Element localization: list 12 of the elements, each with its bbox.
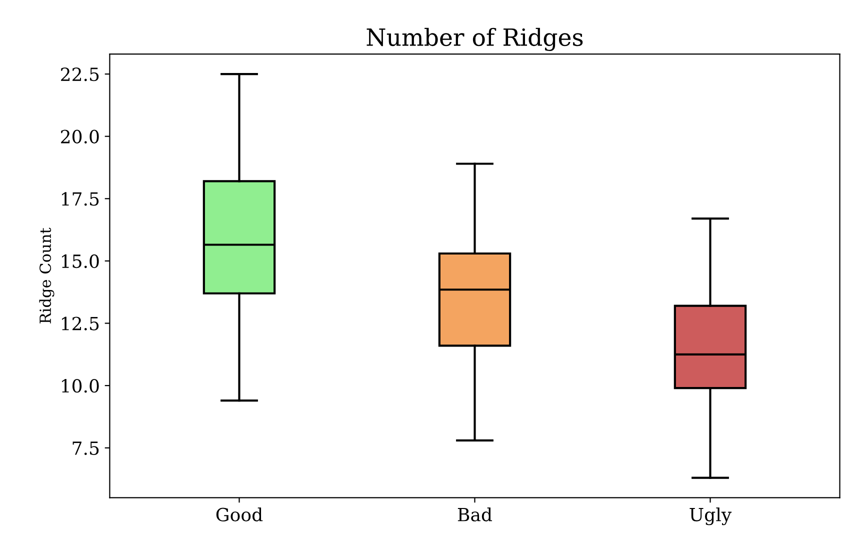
y-axis-title: Ridge Count xyxy=(39,228,54,324)
y-tick-label: 20.0 xyxy=(61,130,99,144)
x-tick-label: Bad xyxy=(458,507,492,522)
chart-title: Number of Ridges xyxy=(366,28,583,52)
y-tick-label: 10.0 xyxy=(62,379,99,393)
y-tick-label: 15.0 xyxy=(62,254,99,268)
x-tick-label: Good xyxy=(216,507,263,522)
y-tick-label: 17.5 xyxy=(62,192,99,206)
y-tick-label: 7.5 xyxy=(72,442,99,455)
x-tick-label: Ugly xyxy=(690,507,732,526)
y-tick-label: 12.5 xyxy=(62,316,99,330)
y-tick-label: 22.5 xyxy=(61,67,99,82)
